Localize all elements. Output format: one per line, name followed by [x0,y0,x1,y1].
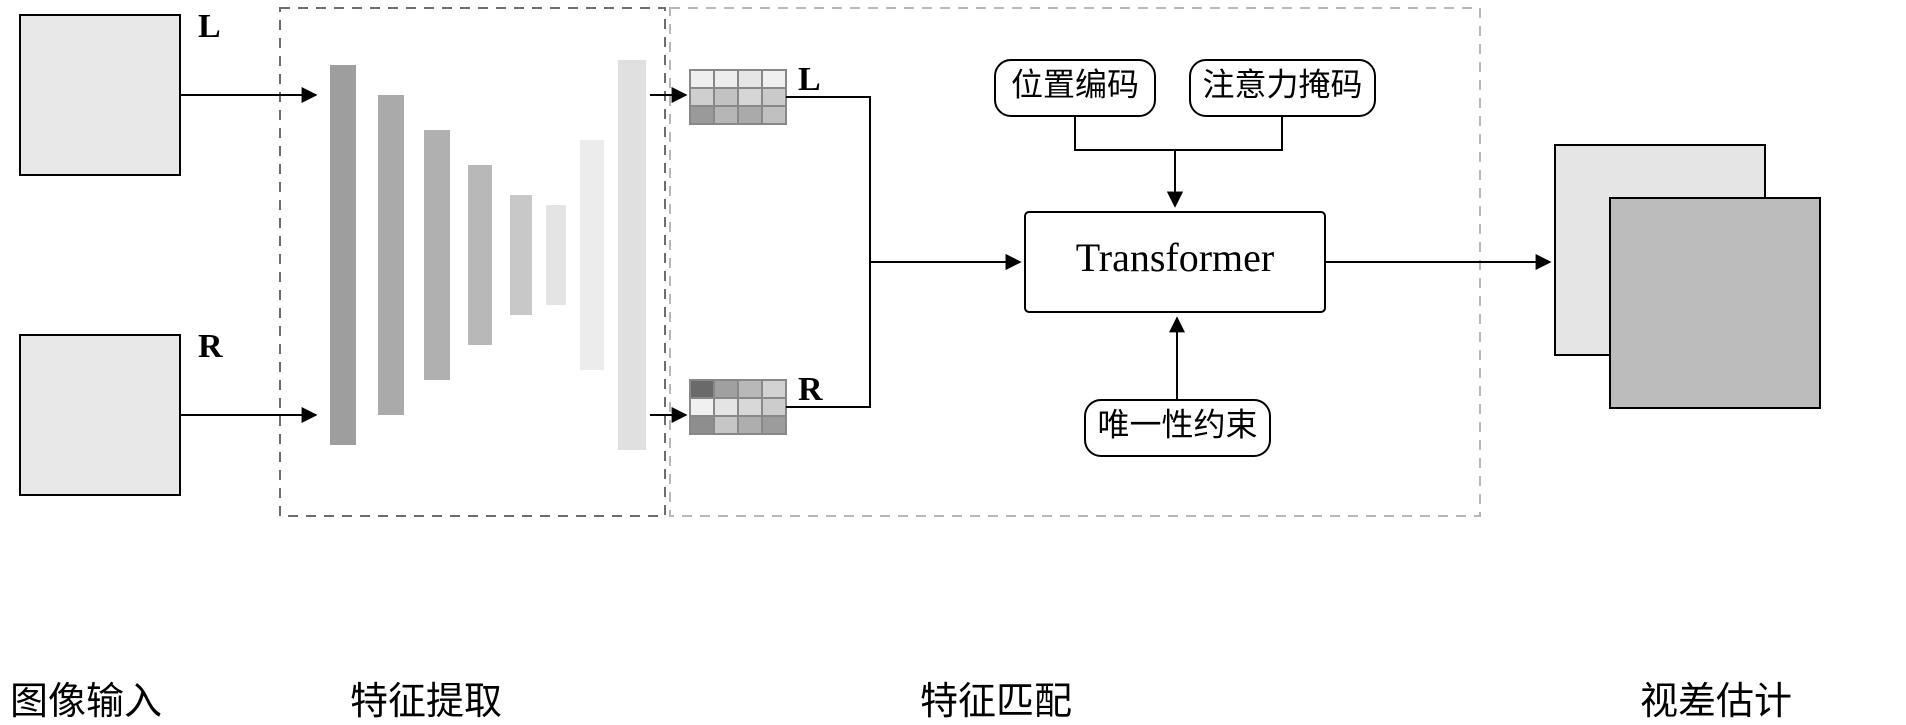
encoder-bar-7 [618,60,646,450]
encoder-bar-0 [330,65,356,445]
output-disparity-front [1610,198,1820,408]
input-image-R [20,335,180,495]
feature-grid-L-cell [690,70,714,88]
encoder-bar-1 [378,95,404,415]
feature-grid-L-cell [714,106,738,124]
feature-grid-L-cell [762,70,786,88]
feature-grid-R-cell [690,380,714,398]
label-L-feat: L [798,61,821,98]
encoder-bar-5 [546,205,566,305]
arrow [1175,116,1282,206]
feature-grid-L-cell [762,88,786,106]
feature-grid-R-cell [690,416,714,434]
label-R-feat: R [798,371,823,408]
input-image-L [20,15,180,175]
feature-grid-L-cell [714,88,738,106]
feature-grid-L-cell [738,106,762,124]
arrow [1075,116,1175,206]
feature-grid-R-cell [690,398,714,416]
positional-encoding-box-label: 位置编码 [1011,66,1139,102]
stage-label-feat-match: 特征匹配 [920,670,1072,725]
feature-grid-L-cell [762,106,786,124]
feature-grid-R-cell [714,416,738,434]
encoder-bar-4 [510,195,532,315]
feature-grid-R-cell [762,416,786,434]
encoder-bar-3 [468,165,492,345]
arrow [786,97,1020,262]
label-R-input: R [198,328,223,365]
feature-grid-L-cell [738,88,762,106]
encoder-bar-6 [580,140,604,370]
architecture-diagram: L R L R Transformer 位置编码 注意力掩码唯一性约束 [0,0,1906,712]
feature-grid-R-cell [762,380,786,398]
feature-grid-L-cell [714,70,738,88]
feature-grid-L-cell [690,88,714,106]
feature-grid-R-cell [714,398,738,416]
stage-label-feat-extract: 特征提取 [350,670,502,725]
feature-grid-R-cell [738,398,762,416]
feature-grid-L-cell [738,70,762,88]
transformer-label: Transformer [1076,235,1275,280]
feature-grid-R-cell [738,416,762,434]
feature-grid-R-cell [714,380,738,398]
label-L-input: L [198,8,221,45]
feature-grid-L-cell [690,106,714,124]
stage-label-disparity: 视差估计 [1640,670,1792,725]
uniqueness-constraint-box-label: 唯一性约束 [1097,406,1257,442]
encoder-bar-2 [424,130,450,380]
feature-grid-R-cell [762,398,786,416]
stage-label-input: 图像输入 [10,670,162,725]
attention-mask-box-label: 注意力掩码 [1202,66,1362,102]
feature-grid-R-cell [738,380,762,398]
